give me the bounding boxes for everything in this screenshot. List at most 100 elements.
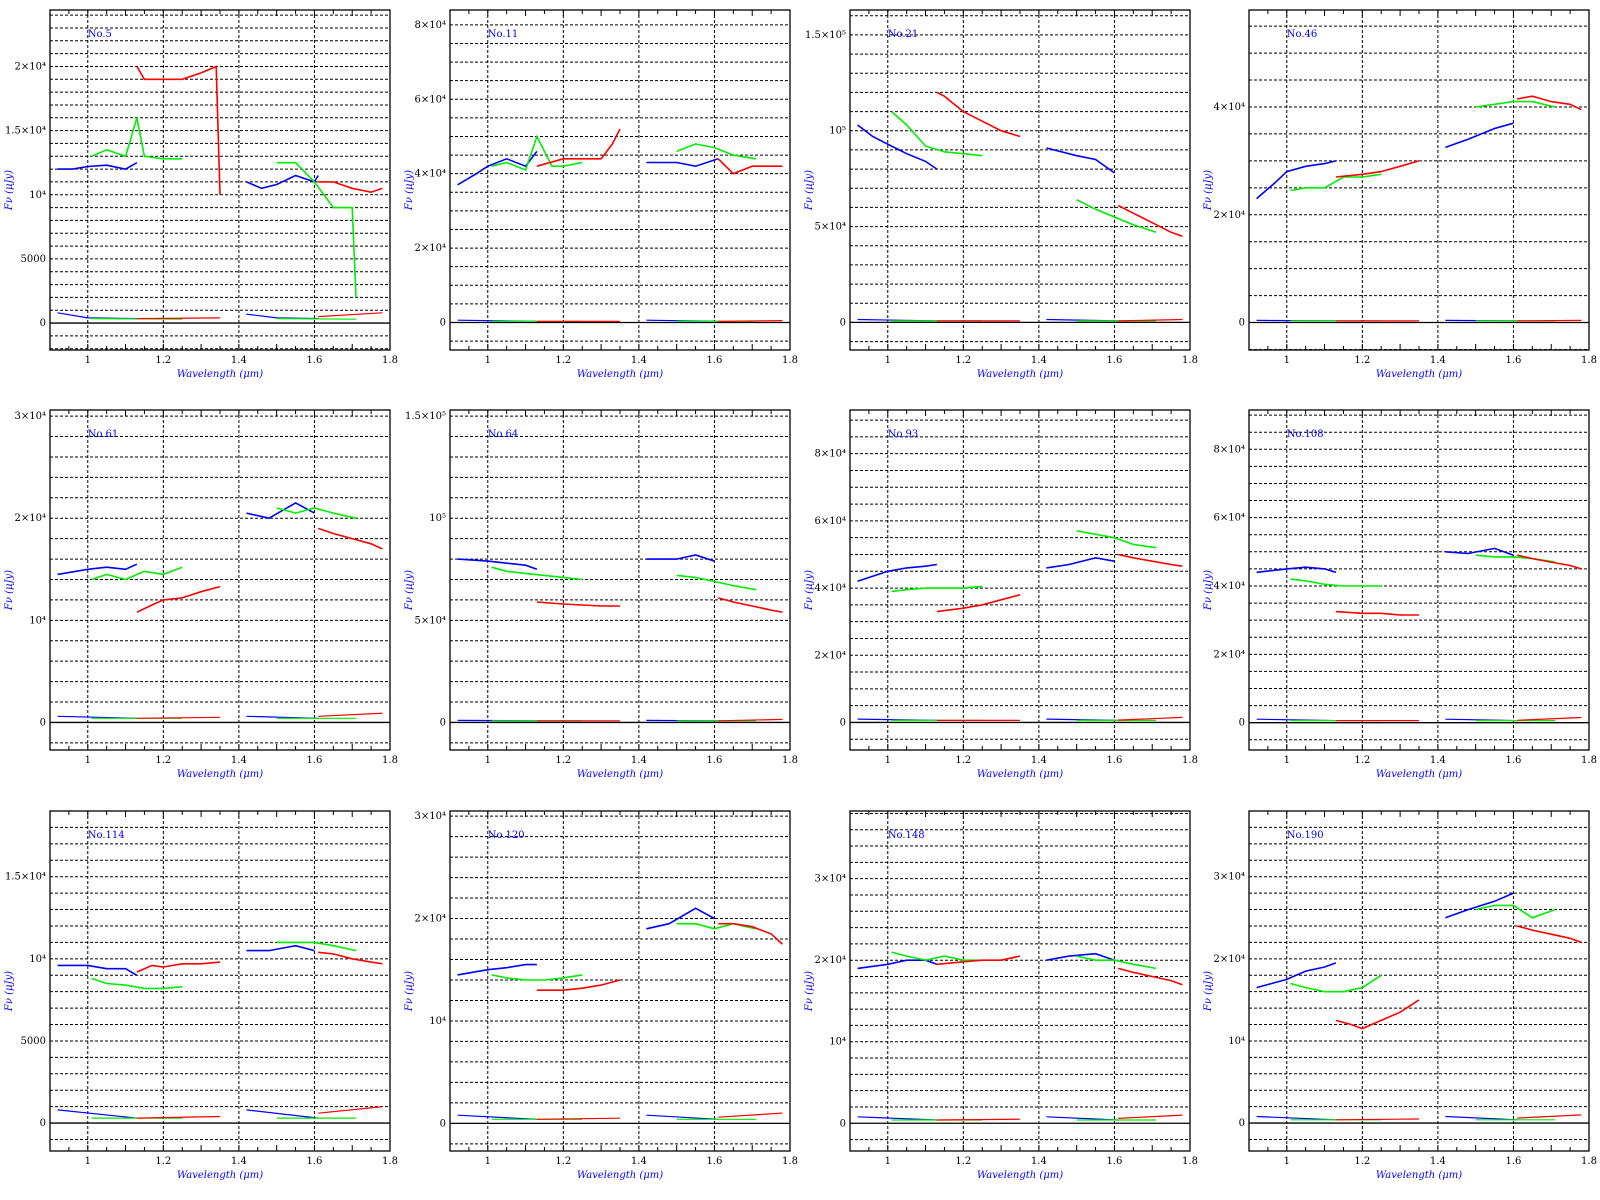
y-axis-title: Fν (μJy): [404, 971, 415, 1012]
panel-label: No.114: [88, 830, 125, 841]
spectrum-panel: 0 10⁴ 2×10⁴ 3×10⁴ 1 1.2 1.4 1.6 1.8 Wavelength (μ…: [4, 409, 398, 780]
y-tick-label: 0: [840, 317, 846, 328]
y-tick-label: 5000: [21, 1036, 46, 1047]
y-tick-label: 0: [1239, 318, 1245, 329]
flux-line-green-segment-2: [1475, 904, 1556, 919]
error-line-red-segment-2: [1118, 1114, 1183, 1119]
x-tick-label: 1.6: [706, 1156, 722, 1167]
x-tick-label: 1.8: [1581, 355, 1597, 366]
plot-frame: [49, 810, 391, 1152]
flux-line-red-segment-2: [717, 597, 783, 613]
flux-line-blue-segment-1: [57, 162, 138, 170]
x-tick-label: 1.6: [306, 755, 322, 766]
error-line-green-segment-2: [276, 318, 357, 320]
flux-line-green-segment-2: [676, 922, 757, 930]
panel-label: No.108: [1287, 429, 1324, 440]
x-tick-label: 1: [485, 1156, 491, 1167]
y-tick-label: 3×10⁴: [1214, 872, 1245, 883]
error-line-red-segment-2: [1517, 1114, 1582, 1119]
x-tick-label: 1.8: [782, 1156, 798, 1167]
flux-line-blue-segment-2: [1445, 547, 1514, 556]
flux-line-green-segment-2: [1076, 530, 1157, 549]
spectrum-panel: 0 2×10⁴ 4×10⁴ 6×10⁴ 8×10⁴ 1 1.2 1.4 1.6 1.8 Wavele…: [1203, 409, 1597, 780]
y-tick-label: 10⁴: [829, 1037, 846, 1048]
x-tick-label: 1.4: [1430, 1156, 1446, 1167]
plot-frame: [449, 810, 791, 1152]
y-tick-label: 0: [440, 717, 446, 728]
y-tick-label: 10⁴: [429, 1016, 446, 1027]
x-tick-label: 1.8: [382, 355, 398, 366]
x-tick-label: 1.8: [782, 755, 798, 766]
plot-area: [1256, 547, 1582, 722]
x-tick-label: 1.2: [955, 755, 971, 766]
y-tick-label: 1.5×10⁵: [405, 411, 446, 422]
panel-label: No.11: [488, 29, 519, 40]
x-axis-title: Wavelength (μm): [577, 1170, 663, 1181]
y-tick-label: 10⁴: [29, 615, 46, 626]
x-tick-label: 1.6: [706, 355, 722, 366]
y-tick-label: 4×10⁴: [1214, 581, 1245, 592]
flux-line-green-segment-1: [491, 566, 583, 581]
flux-line-green-segment-2: [1475, 100, 1556, 108]
y-tick-label: 0: [440, 1118, 446, 1129]
panel-label: No.64: [488, 429, 519, 440]
y-tick-label: 3×10⁴: [415, 811, 446, 822]
plot-frame: [1248, 409, 1590, 751]
y-tick-label: 6×10⁴: [1214, 513, 1245, 524]
panel-label: No.120: [488, 830, 525, 841]
plot-frame: [449, 9, 791, 351]
x-tick-label: 1.6: [1106, 755, 1122, 766]
y-tick-label: 2×10⁴: [815, 955, 846, 966]
y-tick-label: 2×10⁴: [1214, 210, 1245, 221]
x-tick-label: 1: [485, 355, 491, 366]
x-tick-label: 1.8: [1182, 355, 1198, 366]
flux-line-green-segment-1: [1290, 578, 1382, 587]
x-tick-label: 1.2: [555, 355, 571, 366]
plot-frame: [849, 409, 1191, 751]
error-line-blue-segment-1: [457, 1114, 537, 1120]
flux-line-red-segment-1: [536, 979, 621, 992]
flux-line-blue-segment-1: [457, 963, 537, 976]
flux-line-red-segment-1: [136, 65, 221, 195]
y-tick-label: 1.5×10⁴: [5, 872, 46, 883]
x-tick-label: 1: [1284, 355, 1290, 366]
flux-line-green-segment-1: [1290, 974, 1382, 993]
flux-line-blue-segment-2: [646, 554, 715, 562]
flux-line-red-segment-2: [1117, 967, 1183, 986]
x-axis-title: Wavelength (μm): [1376, 369, 1462, 380]
y-axis-title: Fν (μJy): [1203, 170, 1214, 211]
flux-line-red-segment-2: [718, 922, 783, 945]
y-tick-label: 10⁴: [29, 190, 46, 201]
y-tick-label: 4×10⁴: [1214, 102, 1245, 113]
x-tick-label: 1.8: [1182, 755, 1198, 766]
error-line-red-segment-2: [1118, 716, 1183, 721]
spectrum-panel: 0 5×10⁴ 10⁵ 1.5×10⁵ 1 1.2 1.4 1.6 1.8 Wavelength …: [804, 9, 1198, 380]
x-tick-label: 1: [1284, 755, 1290, 766]
x-axis-title: Wavelength (μm): [1376, 769, 1462, 780]
y-tick-label: 5000: [21, 254, 46, 265]
flux-line-green-segment-2: [276, 507, 357, 519]
y-tick-label: 5×10⁴: [815, 222, 846, 233]
x-axis-title: Wavelength (μm): [177, 369, 263, 380]
flux-line-red-segment-1: [536, 128, 621, 167]
x-tick-label: 1.2: [555, 1156, 571, 1167]
flux-line-red-segment-1: [936, 91, 1021, 138]
y-axis-title: Fν (μJy): [404, 570, 415, 611]
plot-area: [1256, 892, 1582, 1121]
x-tick-label: 1: [485, 755, 491, 766]
x-tick-label: 1.6: [1505, 355, 1521, 366]
flux-line-blue-segment-2: [1445, 122, 1514, 149]
flux-line-red-segment-2: [318, 181, 383, 194]
y-axis-title: Fν (μJy): [1203, 971, 1214, 1012]
x-tick-label: 1: [885, 755, 891, 766]
x-tick-label: 1.8: [782, 355, 798, 366]
x-tick-label: 1.2: [155, 755, 171, 766]
plot-area: [457, 554, 783, 722]
x-tick-label: 1.6: [1505, 1156, 1521, 1167]
y-axis-title: Fν (μJy): [4, 170, 15, 211]
y-tick-label: 8×10⁴: [815, 449, 846, 460]
spectrum-panel: 0 10⁴ 2×10⁴ 3×10⁴ 1 1.2 1.4 1.6 1.8 Wavelength (μ…: [804, 810, 1198, 1181]
flux-line-green-segment-1: [891, 111, 983, 157]
plot-area: [457, 128, 783, 322]
